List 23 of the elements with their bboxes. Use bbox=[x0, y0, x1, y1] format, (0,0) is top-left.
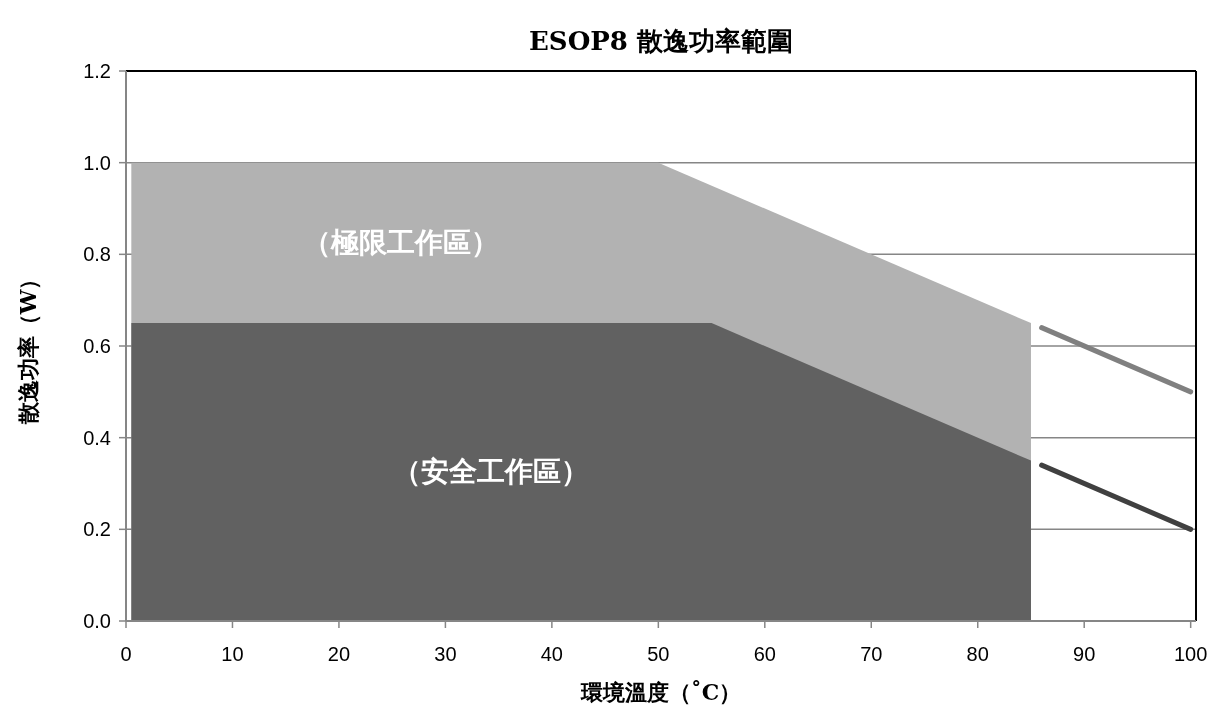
x-tick-label: 0 bbox=[120, 643, 132, 665]
x-tick-label: 70 bbox=[860, 643, 883, 665]
x-tick-label: 10 bbox=[221, 643, 244, 665]
x-tick-label: 60 bbox=[753, 643, 776, 665]
annotation: （安全工作區） bbox=[393, 455, 590, 489]
x-tick-label: 80 bbox=[966, 643, 989, 665]
y-tick-label: 0.2 bbox=[83, 518, 111, 541]
x-axis-title: 環境溫度（˚C） bbox=[579, 679, 742, 705]
x-tick-label: 40 bbox=[540, 643, 563, 665]
chart-title: ESOP8 散逸功率範圍 bbox=[529, 26, 793, 56]
y-tick-label: 0.8 bbox=[83, 243, 111, 266]
x-tick-label: 90 bbox=[1073, 643, 1096, 665]
x-tick-label: 30 bbox=[434, 643, 457, 665]
y-tick-label: 1.2 bbox=[83, 60, 111, 82]
y-tick-label: 0.0 bbox=[83, 610, 111, 632]
y-tick-label: 0.6 bbox=[83, 335, 111, 357]
y-tick-label: 0.4 bbox=[83, 426, 111, 449]
y-tick-label: 1.0 bbox=[83, 151, 111, 174]
x-tick-label: 50 bbox=[647, 643, 670, 665]
x-tick-label: 20 bbox=[327, 643, 351, 665]
y-axis-title: 散逸功率（W） bbox=[15, 267, 41, 426]
annotation: （極限工作區） bbox=[303, 225, 500, 259]
x-tick-label: 100 bbox=[1173, 643, 1208, 665]
